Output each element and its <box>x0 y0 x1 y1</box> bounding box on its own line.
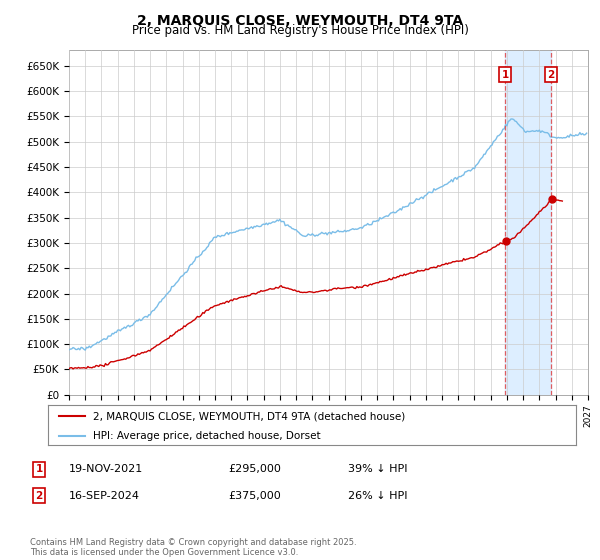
Text: 16-SEP-2024: 16-SEP-2024 <box>69 491 140 501</box>
Bar <box>505 50 551 395</box>
Text: 1: 1 <box>502 69 509 80</box>
Text: 2: 2 <box>547 69 554 80</box>
Text: Contains HM Land Registry data © Crown copyright and database right 2025.
This d: Contains HM Land Registry data © Crown c… <box>30 538 356 557</box>
Text: £375,000: £375,000 <box>228 491 281 501</box>
Text: HPI: Average price, detached house, Dorset: HPI: Average price, detached house, Dors… <box>93 431 320 441</box>
Text: £295,000: £295,000 <box>228 464 281 474</box>
Text: 2: 2 <box>35 491 43 501</box>
Text: 19-NOV-2021: 19-NOV-2021 <box>69 464 143 474</box>
Text: 1: 1 <box>35 464 43 474</box>
Text: 26% ↓ HPI: 26% ↓ HPI <box>348 491 407 501</box>
Text: 2, MARQUIS CLOSE, WEYMOUTH, DT4 9TA (detached house): 2, MARQUIS CLOSE, WEYMOUTH, DT4 9TA (det… <box>93 411 405 421</box>
Text: Price paid vs. HM Land Registry's House Price Index (HPI): Price paid vs. HM Land Registry's House … <box>131 24 469 37</box>
Text: 2, MARQUIS CLOSE, WEYMOUTH, DT4 9TA: 2, MARQUIS CLOSE, WEYMOUTH, DT4 9TA <box>137 14 463 28</box>
Text: 39% ↓ HPI: 39% ↓ HPI <box>348 464 407 474</box>
